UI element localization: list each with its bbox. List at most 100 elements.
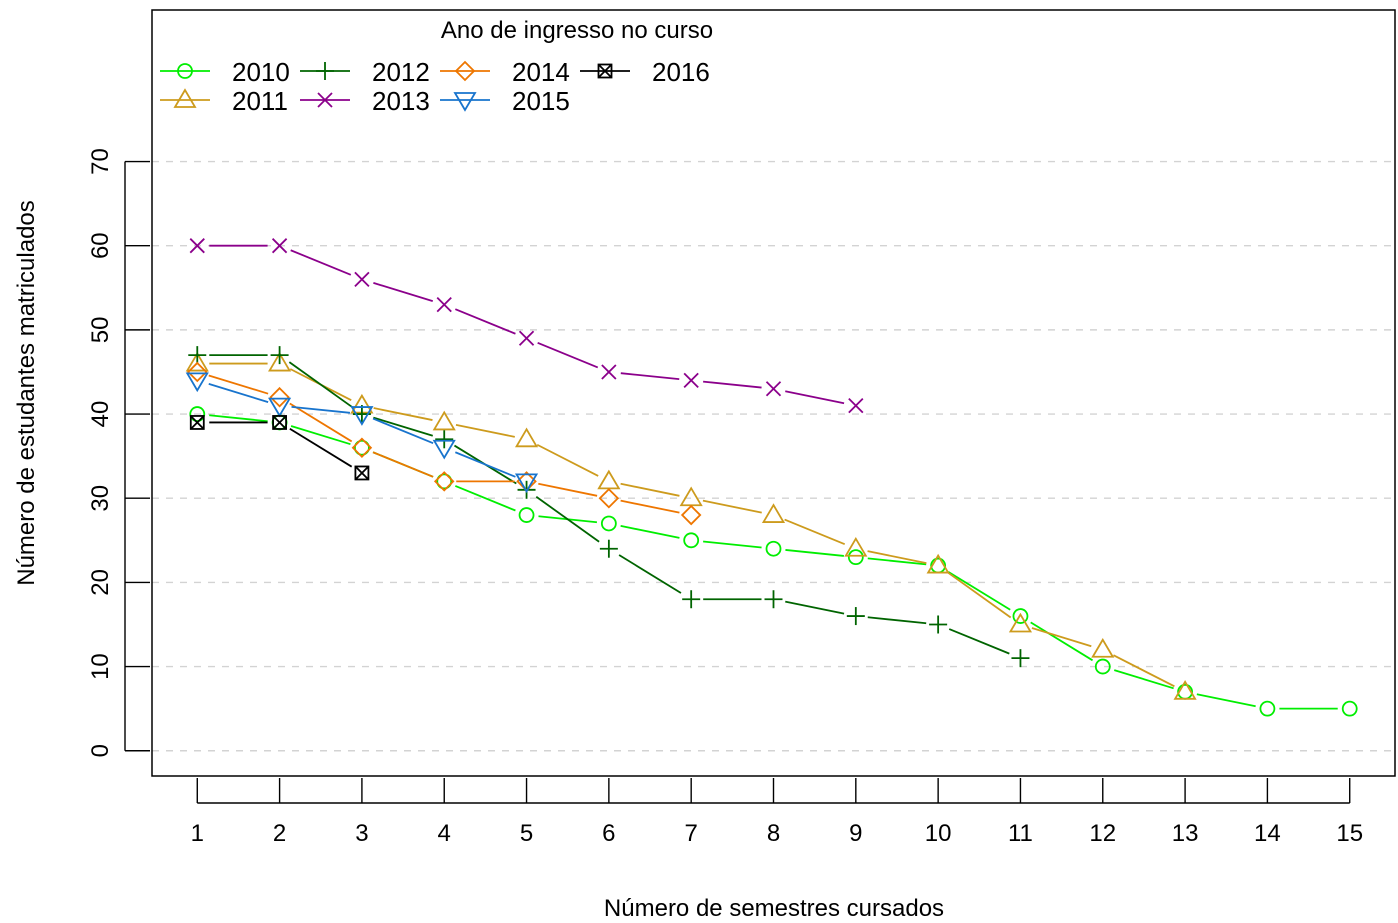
legend-item-2011: 2011 — [160, 86, 288, 116]
data-point — [187, 361, 208, 383]
series-segment — [454, 308, 516, 335]
series-segment — [618, 554, 682, 594]
x-axis: 1 2 3 4 5 6 7 8 9 10 11 12 13 14 15 — [191, 778, 1363, 847]
legend-marker — [177, 63, 193, 79]
data-point — [436, 296, 452, 313]
series-2016 — [189, 415, 370, 481]
series-segment — [291, 405, 351, 414]
x-axis-title: Número de semestres cursados — [604, 895, 944, 922]
data-point — [518, 330, 535, 346]
y-tick-label: 30 — [87, 485, 114, 512]
data-point — [514, 473, 539, 494]
x-tick-label: 7 — [685, 820, 698, 847]
series-segment — [620, 482, 680, 497]
data-point — [1259, 700, 1276, 717]
series-segment — [538, 482, 598, 497]
data-point — [1091, 637, 1115, 658]
series-segment — [785, 549, 844, 557]
data-point — [189, 415, 205, 430]
data-point — [354, 465, 370, 481]
legend-label: 2012 — [372, 57, 430, 87]
x-tick-label: 9 — [849, 820, 862, 847]
legend-item-2012: 2012 — [300, 57, 430, 87]
data-point — [597, 469, 621, 490]
legend-label: 2011 — [232, 86, 288, 116]
data-point — [185, 372, 209, 393]
series-segment — [373, 416, 434, 437]
x-tick-label: 8 — [767, 820, 780, 847]
series-segment — [785, 600, 845, 615]
x-tick-label: 2 — [273, 820, 286, 847]
series-layer — [185, 238, 1358, 717]
data-point — [847, 549, 864, 566]
data-point — [270, 346, 289, 365]
data-point — [1012, 608, 1029, 624]
x-tick-label: 3 — [355, 820, 368, 847]
y-tick-label: 70 — [87, 148, 114, 175]
data-point — [354, 271, 370, 287]
data-point — [1341, 700, 1358, 717]
data-point — [432, 410, 456, 431]
series-segment — [289, 427, 353, 468]
series-segment — [373, 407, 433, 421]
legend-label: 2016 — [652, 57, 710, 87]
data-point — [683, 372, 699, 389]
y-tick-label: 40 — [87, 401, 114, 428]
data-point — [185, 351, 209, 372]
series-segment — [372, 417, 434, 445]
x-tick-label: 11 — [1008, 820, 1033, 847]
y-tick-label: 20 — [87, 569, 114, 596]
data-point — [435, 430, 454, 449]
data-point — [514, 427, 539, 448]
series-segment — [454, 451, 516, 478]
series-segment — [208, 383, 269, 403]
series-segment — [785, 390, 845, 405]
series-segment — [703, 540, 762, 549]
data-point — [1011, 649, 1030, 668]
series-segment — [208, 374, 269, 395]
plot-frame — [151, 9, 1396, 777]
series-segment — [536, 443, 599, 477]
data-point — [1173, 680, 1197, 700]
data-point — [682, 590, 701, 609]
data-point — [1094, 658, 1111, 675]
series-segment — [948, 628, 1010, 655]
legend-marker — [173, 88, 197, 108]
series-2015 — [185, 372, 539, 494]
series-segment — [289, 402, 353, 443]
series-segment — [702, 499, 762, 514]
data-point — [351, 437, 373, 458]
series-segment — [372, 451, 434, 478]
data-point — [269, 386, 290, 408]
data-point — [761, 503, 786, 523]
series-segment — [535, 496, 600, 543]
series-segment — [703, 380, 762, 389]
data-point — [765, 540, 782, 557]
data-point — [765, 381, 782, 397]
series-segment — [620, 499, 680, 514]
series-2012 — [188, 346, 1030, 668]
series-segment — [373, 282, 434, 302]
legend-title: Ano de ingresso no curso — [441, 17, 713, 44]
series-segment — [784, 518, 846, 546]
legend-label: 2015 — [512, 86, 570, 116]
legend-item-2016: 2016 — [580, 57, 710, 87]
data-point — [601, 364, 617, 380]
series-2014 — [187, 361, 702, 526]
legend-marker — [317, 92, 333, 108]
y-tick-label: 0 — [87, 744, 114, 757]
y-axis-title: Número de estudantes matriculados — [13, 200, 40, 586]
legend-item-2010: 2010 — [160, 57, 290, 87]
data-point — [1008, 612, 1033, 633]
y-tick-label: 10 — [87, 653, 114, 680]
data-point — [271, 238, 288, 254]
data-point — [432, 439, 456, 460]
data-point — [679, 486, 703, 507]
legend-marker — [453, 92, 477, 112]
series-segment — [290, 249, 352, 276]
series-segment — [290, 425, 351, 446]
data-point — [268, 397, 292, 418]
data-point — [272, 415, 287, 430]
